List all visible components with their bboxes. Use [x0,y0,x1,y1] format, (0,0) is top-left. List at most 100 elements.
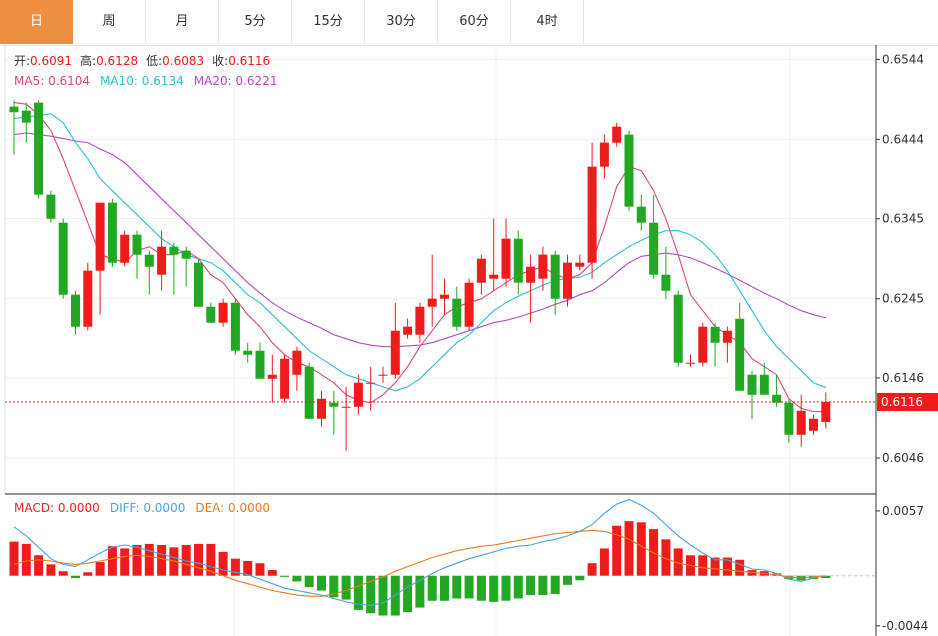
ma10-polyline [13,113,826,392]
macd-bar [599,548,609,576]
macd-label: MACD: [14,501,58,515]
candle [526,254,536,323]
candle [243,342,253,363]
candle [157,230,167,291]
ma20-polyline [13,132,826,348]
macd-bar [722,557,732,576]
candle [735,302,745,391]
candle [759,362,769,395]
candle [722,326,732,363]
tab-week[interactable]: 周 [73,0,146,44]
ma-info: MA5: 0.6104 MA10: 0.6134 MA20: 0.6221 [14,74,277,88]
macd-bar [353,575,363,610]
candle-body [575,262,585,267]
price-tick-label: 0.6444 [882,132,924,146]
candle-body [796,410,806,435]
candle-body [58,222,68,295]
macd-bar [243,560,253,576]
candle-body [563,262,572,299]
candle-body [489,274,499,279]
candle [378,366,388,383]
candle [292,346,302,391]
candle-body [341,406,351,408]
candle [403,318,413,339]
tab-30min[interactable]: 30分 [365,0,438,44]
candle [587,142,597,279]
macd-bar [710,557,720,576]
candle [599,134,609,179]
macd-bar [95,562,105,576]
dea-label: DEA: [195,501,228,515]
candle [784,398,794,443]
candle [710,322,720,367]
kline-chart[interactable]: 0.6544 0.6444 0.6345 0.6245 0.6146 0.6046 0.0… [0,45,938,636]
macd-bar [329,575,339,598]
ma20-label: MA20: [194,74,236,88]
macd-bar [427,575,437,601]
macd-bar [378,575,388,616]
candle-body [9,106,19,113]
tab-day[interactable]: 日 [0,0,73,44]
candle-body [280,358,290,399]
open-value: 0.6091 [30,54,72,68]
macd-bar [58,571,68,576]
candle [821,392,831,429]
candle [673,290,683,367]
ma10-label: MA10: [100,74,142,88]
tab-15min[interactable]: 15分 [292,0,365,44]
macd-bar [440,575,449,601]
candle-body [353,382,363,407]
candle-body [71,294,80,327]
macd-bar [563,575,572,585]
candle [95,202,105,315]
last-price-marker: 0.6116 [5,392,938,411]
candle [71,290,80,335]
ma20-line [13,132,826,348]
macd-bar [317,575,326,591]
candle-body [292,350,302,375]
chart-grid [5,45,876,636]
close-value: 0.6116 [228,54,270,68]
macd-bar [83,572,93,576]
tab-60min[interactable]: 60分 [438,0,511,44]
macd-bar [513,575,523,599]
macd-bar [538,575,548,596]
candle [476,254,486,295]
candle-body [378,374,388,376]
macd-tick-label: -0.0044 [882,619,928,633]
price-tick-label: 0.6245 [882,292,924,306]
candle-body [476,258,486,283]
candle [489,218,499,291]
macd-bar [624,521,634,576]
macd-bar [9,541,19,576]
dea-line [13,529,826,597]
candle [206,302,216,323]
dea-value: 0.0000 [228,501,270,515]
tab-4hour[interactable]: 4时 [511,0,584,44]
diff-line [13,498,826,606]
candle-body [230,302,240,351]
macd-bar [636,522,646,576]
candle-body [206,306,216,323]
candle [427,254,437,327]
candle-body [440,294,449,299]
price-tick-label: 0.6544 [882,52,924,66]
candle [772,374,782,407]
tab-month[interactable]: 月 [146,0,219,44]
candle [230,298,240,355]
candle [550,250,560,315]
candle-body [427,298,437,307]
candle [267,354,277,403]
macd-tick-label: 0.0057 [882,504,924,518]
macd-bar [415,575,425,608]
candle [218,298,228,327]
candle-body [157,246,167,275]
tab-5min[interactable]: 5分 [219,0,292,44]
macd-bar [587,563,597,576]
candle-body [686,362,695,364]
candle-body [95,202,105,271]
candle [21,102,31,143]
price-tick-label: 0.6146 [882,371,924,385]
candle [194,258,203,307]
macd-bar [280,575,290,577]
